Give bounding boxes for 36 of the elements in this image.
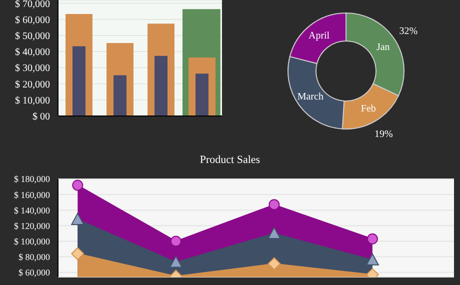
y-tick-label: $ 70,000	[15, 0, 50, 10]
y-tick-label: $ 30,000	[15, 63, 50, 74]
chart-title: Product Sales	[198, 153, 262, 168]
y-tick-label: $ 10,000	[15, 95, 50, 106]
y-tick-label: $ 20,000	[15, 79, 50, 90]
y-tick-label: $ 50,000	[15, 30, 50, 42]
bar	[154, 56, 168, 116]
y-tick-label: $ 160,000	[14, 190, 50, 200]
y-tick-label: $ 40,000	[15, 47, 50, 58]
point	[366, 253, 379, 266]
bar	[114, 75, 126, 116]
slice-label: Feb	[360, 103, 376, 114]
point	[268, 199, 280, 210]
y-tick-label: $ 140,000	[14, 205, 50, 216]
data-label: 32%	[399, 26, 418, 37]
bar	[196, 74, 208, 116]
bar	[72, 46, 86, 116]
point	[170, 236, 182, 247]
point	[71, 247, 84, 260]
y-tick-label: $ 00	[32, 112, 50, 123]
y-tick-label: $ 120,000	[14, 220, 50, 231]
y-tick-label: $ 60,000	[15, 14, 50, 26]
point	[72, 180, 84, 191]
point	[366, 233, 378, 244]
point	[268, 257, 281, 270]
y-tick-label: $ 100,000	[14, 236, 50, 246]
point	[169, 256, 182, 268]
y-tick-label: $ 60,000	[18, 268, 50, 278]
slice-label: Jan	[376, 42, 390, 53]
point	[71, 212, 84, 225]
y-tick-label: $ 80,000	[18, 252, 50, 262]
y-tick-label: $ 180,000	[14, 174, 50, 184]
slice-label: April	[308, 30, 330, 42]
point	[268, 226, 281, 239]
slice-label: March	[297, 91, 324, 102]
data-label: 19%	[374, 129, 393, 140]
